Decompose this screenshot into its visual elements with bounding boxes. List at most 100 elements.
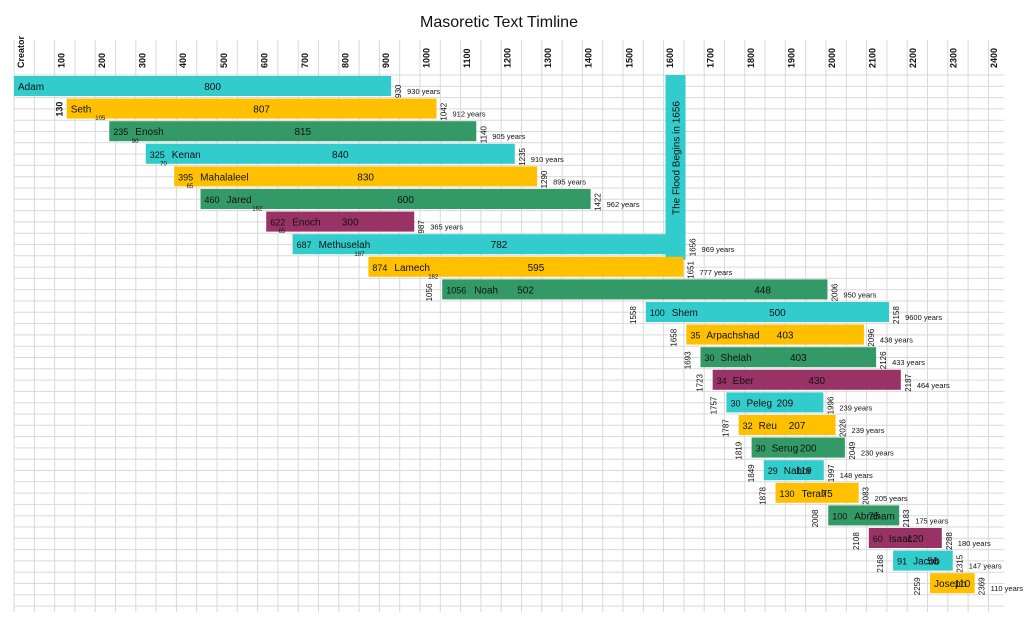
age-at-son-label: 325 [150, 150, 165, 160]
x-tick-label: 1700 [705, 48, 715, 68]
lifespan-label: 777 years [699, 268, 732, 277]
lifespan-bar [266, 211, 415, 232]
remaining-years-label: 430 [808, 376, 825, 387]
x-tick-label: 900 [381, 53, 391, 68]
flood-bar [665, 75, 686, 260]
x-tick-label: 600 [259, 53, 269, 68]
age-at-son-label: 395 [178, 172, 193, 182]
bar-labels: The Flood Begins in 1656 Adam 800 930 930 ye… [18, 82, 1023, 595]
birth-year-label: 2168 [876, 554, 885, 572]
remaining-years-label: 448 [754, 285, 771, 296]
death-year-label: 1997 [827, 464, 836, 482]
person-name-label: Noah [474, 285, 498, 296]
person-name-label: Methuselah [319, 240, 371, 251]
x-tick-label: 1400 [584, 48, 594, 68]
x-tick-label: 1300 [543, 48, 553, 68]
remaining-years-label: 500 [769, 308, 786, 319]
person-name-label: Joseph [934, 579, 966, 590]
lifespan-bar [868, 528, 942, 548]
lifespan-bar [686, 324, 864, 345]
remaining-years-label: 782 [491, 240, 508, 251]
person-name-label: Terah [802, 489, 827, 500]
lifespan-bar [145, 143, 515, 164]
age-at-son-label: 35 [690, 331, 700, 341]
begat-label: 65 [187, 184, 194, 190]
death-year-label: 1235 [518, 147, 527, 165]
remaining-years-label: 75 [822, 489, 834, 500]
x-tick-label: Creator [16, 35, 26, 68]
lifespan-label: 9600 years [905, 313, 942, 322]
birth-year-label: 1849 [747, 464, 756, 482]
lifespan-bar [775, 482, 859, 503]
lifespan-label: 239 years [852, 426, 885, 435]
death-year-label: 930 [394, 84, 403, 98]
age-at-son-label: 30 [730, 398, 740, 408]
birth-year-label: 1878 [759, 486, 768, 504]
age-at-son-label: 460 [205, 195, 220, 205]
death-year-label: 2049 [848, 441, 857, 459]
remaining-years-label: 595 [528, 263, 545, 274]
chart-title: Masoretic Text Timline [420, 14, 578, 31]
remaining-years-label: 600 [397, 195, 414, 206]
person-name-label: Lamech [394, 263, 430, 274]
person-name-label: Seth [71, 105, 92, 116]
person-name-label: Peleg [746, 398, 772, 409]
x-tick-label: 2300 [949, 48, 959, 68]
lifespan-label: 912 years [453, 110, 486, 119]
lifespan-label: 464 years [917, 381, 950, 390]
lifespan-bar [893, 550, 953, 571]
lifespan-label: 910 years [531, 155, 564, 164]
birth-year-label: 1819 [735, 441, 744, 459]
x-axis-ticks: Creator 100 200 300 400 500 600 700 800 900 1000 11… [16, 35, 999, 68]
remaining-years-label: 403 [777, 331, 794, 342]
death-year-label: 2187 [904, 373, 913, 391]
person-name-label: Shem [672, 308, 698, 319]
remaining-years-label: 75 [868, 511, 880, 522]
lifespan-bar [751, 437, 845, 458]
person-name-label: Serug [772, 444, 799, 455]
death-year-label: 1422 [594, 193, 603, 211]
birth-year-label: 1056 [425, 283, 434, 301]
remaining-years-label: 110 [954, 579, 970, 590]
remaining-years-label: 815 [294, 127, 311, 138]
birth-year-label: 1558 [629, 306, 638, 324]
x-tick-label: 1900 [786, 48, 796, 68]
begat-label: 105 [95, 116, 106, 122]
lifespan-bar [712, 369, 901, 390]
death-year-label: 1140 [479, 125, 488, 143]
x-tick-label: 1600 [665, 48, 675, 68]
begat-label: 162 [252, 207, 263, 213]
x-tick-label: 2000 [827, 48, 837, 68]
remaining-years-label: 830 [357, 172, 374, 183]
age-at-son-label: 30 [756, 444, 766, 454]
person-name-label: Jacob [913, 557, 940, 568]
death-year-label: 987 [417, 220, 426, 234]
death-year-label: 2369 [978, 577, 987, 595]
lifespan-label: 930 years [407, 87, 440, 96]
birth-year-label: 1658 [669, 328, 678, 346]
lifespan-bar [738, 415, 836, 435]
age-at-son-label: 100 [650, 308, 665, 318]
lifespan-bar [930, 573, 975, 594]
birth-year-label: 1723 [696, 373, 705, 391]
lifespan-bar [828, 505, 900, 526]
remaining-years-label: 209 [777, 398, 794, 409]
lifespan-bar [442, 279, 828, 300]
death-year-label: 2315 [956, 554, 965, 572]
lifespan-bar [14, 76, 392, 96]
death-year-label: 2183 [902, 509, 911, 527]
lifespan-bar [200, 189, 591, 209]
mid-value-label: 502 [517, 285, 534, 296]
father-age-label: 130 [55, 102, 65, 117]
lifespan-label: 969 years [702, 245, 735, 254]
remaining-years-label: 300 [342, 218, 359, 229]
person-name-label: Kenan [172, 150, 201, 161]
death-year-label: 2083 [862, 486, 871, 504]
age-at-son-label: 91 [897, 557, 907, 567]
person-name-label: Reu [759, 421, 777, 432]
lifespan-label: 239 years [839, 403, 872, 412]
death-year-label: 1042 [440, 102, 449, 120]
person-name-label: Abraham [854, 511, 895, 522]
remaining-years-label: 207 [789, 421, 806, 432]
remaining-years-label: 840 [332, 150, 349, 161]
